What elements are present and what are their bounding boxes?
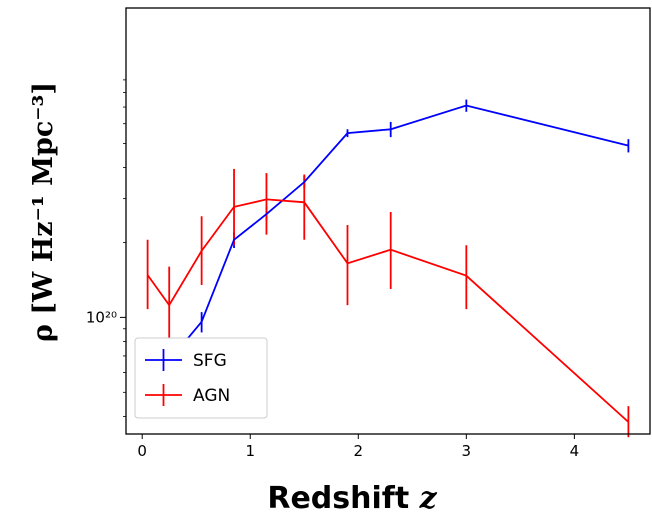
x-tick-label: 2 [354,442,364,460]
legend: SFG AGN [134,337,268,419]
y-axis-label: ρ [W Hz⁻¹ Mpc⁻³] [28,82,59,342]
x-tick-label: 4 [570,442,580,460]
y-tick-label: 10²⁰ [86,308,117,326]
x-axis-label-main: Redshift [267,481,409,516]
x-tick-label: 1 [245,442,255,460]
series-line-sfg [147,104,629,367]
legend-label-sfg: SFG [193,351,227,371]
x-tick-label: 3 [462,442,472,460]
x-tick-label: 0 [137,442,147,460]
plot-frame [125,7,651,435]
legend-frame [134,337,268,419]
x-axis-label-var: z [419,481,438,516]
legend-label-agn: AGN [193,386,230,406]
x-axis-label: Redshift z [267,481,437,516]
series-line-agn [146,198,630,423]
